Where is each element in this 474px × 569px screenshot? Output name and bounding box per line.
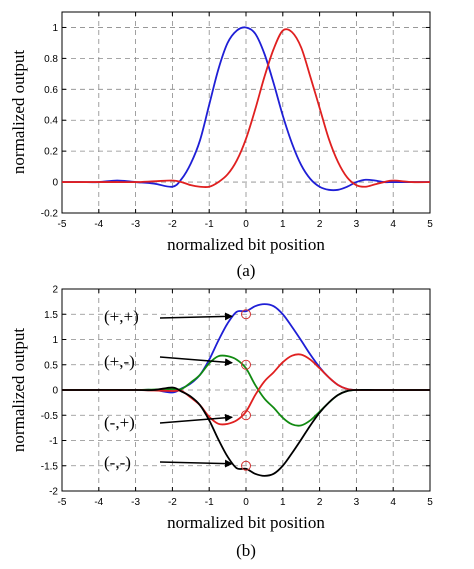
panel-b-xtick-label: -4 — [94, 497, 103, 508]
panel-b-ytick-label: -0.5 — [41, 411, 59, 422]
panel-b-annotation-arrow — [159, 459, 233, 468]
panel-b-xtick-label: -1 — [205, 497, 214, 508]
panel-a-ticks: -5 -4 -3 -2 -1 0 1 2 3 4 5 -0.2 0 0.2 0.4 0.6 0.8 1 — [41, 12, 433, 230]
panel-a-series-blue-line — [61, 26, 430, 192]
panel-b-ytick-label: 2 — [52, 285, 58, 296]
panel-a-xlabel: normalized bit position — [167, 235, 325, 254]
panel-b-xlabel: normalized bit position — [167, 513, 325, 532]
panel-a-xtick-label: -4 — [94, 219, 103, 230]
panel-a-xtick-label: 5 — [427, 219, 433, 230]
panel-a-ytick-label: 0.4 — [44, 116, 58, 127]
panel-b-markers — [241, 309, 251, 471]
panel-a-ytick-label: 1 — [52, 23, 58, 34]
panel-b-annotation-label: (+,-) — [104, 352, 135, 371]
panel-b-ytick-label: 1 — [52, 335, 58, 346]
panel-a-xtick-label: 2 — [317, 219, 323, 230]
panel-b-ytick-label: 0 — [52, 386, 58, 397]
panel-b-ticks: -5 -4 -3 -2 -1 0 1 2 3 4 5 -2 -1.5 -1 -0.5 0 0.5 1 1.5 2 — [41, 285, 433, 509]
panel-b-xtick-label: 3 — [354, 497, 360, 508]
panel-b-chart: -5 -4 -3 -2 -1 0 1 2 3 4 5 -2 -1.5 -1 -0.5 0 0.5 1 1.5 2 (+… — [9, 285, 433, 561]
panel-b-circle-marker — [241, 309, 251, 320]
panel-a-ytick-label: 0.6 — [44, 85, 58, 96]
panel-b-xtick-label: -5 — [58, 497, 67, 508]
panel-b-ytick-label: -1.5 — [41, 461, 59, 472]
panel-b-xtick-label: 1 — [280, 497, 286, 508]
panel-b-annotations: (+,+) (+,-) (-,+) (-,-) — [104, 307, 233, 472]
panel-b-ytick-label: -1 — [49, 436, 58, 447]
panel-b-annotation-label: (-,-) — [104, 453, 131, 472]
panel-a-curves — [61, 26, 431, 192]
panel-b-xtick-label: -3 — [131, 497, 140, 508]
panel-a-chart: -5 -4 -3 -2 -1 0 1 2 3 4 5 -0.2 0 0.2 0.4 0.6 0.8 1 norma… — [9, 11, 433, 280]
panel-b-label: (b) — [236, 541, 256, 560]
panel-b-circle-marker — [241, 359, 251, 370]
panel-a-xtick-label: 3 — [354, 219, 360, 230]
panel-b-ytick-label: 1.5 — [44, 310, 58, 321]
panel-b-ylabel: normalized output — [9, 328, 28, 452]
panel-a-xtick-label: -3 — [131, 219, 140, 230]
panel-a-grid — [62, 12, 430, 213]
panel-b-annotation-arrow — [159, 356, 233, 367]
panel-a-ytick-label: 0 — [52, 178, 58, 189]
panel-a-xtick-label: 4 — [390, 219, 396, 230]
panel-b-annotation-label: (+,+) — [104, 307, 139, 326]
panel-a-xtick-label: 0 — [243, 219, 249, 230]
panel-a-ytick-label: 0.8 — [44, 54, 58, 65]
panel-b-xtick-label: 0 — [243, 497, 249, 508]
panel-a-xtick-label: -5 — [58, 219, 67, 230]
panel-b-ytick-label: 0.5 — [44, 360, 58, 371]
panel-a-ytick-label: 0.2 — [44, 147, 58, 158]
panel-b-curves — [62, 303, 430, 477]
panel-a-xtick-label: -2 — [168, 219, 177, 230]
panel-a-ytick-label: -0.2 — [41, 209, 59, 220]
panel-a-xtick-label: -1 — [205, 219, 214, 230]
panel-b-annotation-label: (-,+) — [104, 413, 135, 432]
panel-b-annotation-arrow — [159, 413, 233, 424]
panel-a-xtick-label: 1 — [280, 219, 286, 230]
panel-a-ylabel: normalized output — [9, 50, 28, 174]
panel-a-series-red-line — [61, 28, 431, 189]
panel-a-label: (a) — [237, 261, 256, 280]
panel-b-circle-marker — [241, 410, 251, 421]
panel-b-xtick-label: 5 — [427, 497, 433, 508]
panel-b-xtick-label: -2 — [168, 497, 177, 508]
panel-b-circle-marker — [241, 460, 251, 471]
panel-b-ytick-label: -2 — [49, 487, 58, 498]
panel-b-xtick-label: 4 — [390, 497, 396, 508]
panel-b-xtick-label: 2 — [317, 497, 323, 508]
panel-b-series-black-line — [62, 386, 430, 477]
panel-b-series-red-line — [62, 353, 430, 426]
panel-b-annotation-arrow — [159, 312, 233, 321]
